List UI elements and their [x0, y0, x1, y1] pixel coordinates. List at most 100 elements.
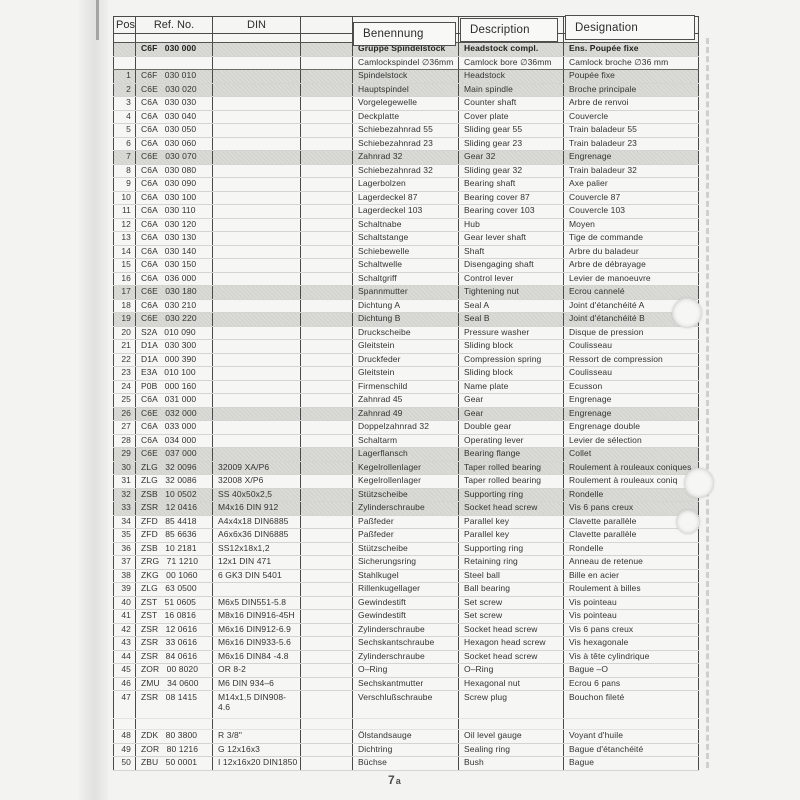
table-row: 33 ZSR 12 0416 M4x16 DIN 912 Zylinderschrau… [113, 501, 699, 516]
cell-ref: C6A 030 150 [135, 258, 213, 273]
cell-din: SS 40x50x2,5 [212, 488, 301, 502]
cell-din [212, 150, 301, 165]
cell-ref: D1A 000 390 [135, 353, 213, 367]
cell-ref: C6E 030 020 [135, 83, 213, 97]
cell-pos: 32 [113, 488, 136, 502]
cell-desig: Vis à tête cylindrique [563, 650, 699, 664]
cell-ben: Zylinderschraube [352, 501, 459, 516]
cell-desig: Disque de pression [563, 326, 699, 340]
cell-desig: Rondelle [563, 488, 699, 502]
cell-pos: 49 [113, 743, 136, 757]
table-row: 3 C6A 030 030 Vorgelegewelle Counter shaft A… [113, 96, 699, 111]
cell-ref: C6F 030 010 [135, 69, 213, 84]
cell-desc: Sliding block [458, 339, 564, 354]
cell-ref: ZSB 10 0502 [135, 488, 213, 502]
table-row: 46 ZMU 34 0600 M6 DIN 934–6 Sechskantmutter… [113, 677, 699, 691]
table-row: 14 C6A 030 140 Schiebewelle Shaft Arbre du b… [113, 245, 699, 259]
table-row: 34 ZFD 85 4418 A4x4x18 DIN6885 Paßfeder Para… [113, 515, 699, 529]
cell-blank [300, 420, 353, 435]
cell-blank [300, 609, 353, 624]
cell-din [212, 164, 301, 178]
cell-desc: Taper rolled bearing [458, 474, 564, 489]
cell-desc: O–Ring [458, 663, 564, 678]
cell-pos: 43 [113, 636, 136, 651]
table-row: 32 ZSB 10 0502 SS 40x50x2,5 Stützscheibe Sup… [113, 488, 699, 502]
cell-desig: Couvercle 87 [563, 191, 699, 205]
cell-desc: Set screw [458, 609, 564, 624]
cell-pos: 10 [113, 191, 136, 205]
cell-desig: Roulement à rouleaux coniq [563, 474, 699, 489]
cell-din [212, 582, 301, 597]
cell-blank [300, 56, 353, 70]
cell-ben: Lagerdeckel 87 [352, 191, 459, 205]
cell-din [212, 204, 301, 219]
cell-desig: Ecrou 6 pans [563, 677, 699, 691]
cell-pos: 37 [113, 555, 136, 570]
cell-desc: Pressure washer [458, 326, 564, 340]
cell-desc: Gear [458, 407, 564, 421]
cell-pos: 18 [113, 299, 136, 313]
cell-ben: Ölstandsauge [352, 729, 459, 744]
cell-ben: Firmenschild [352, 380, 459, 394]
cell-ref: C6E 030 070 [135, 150, 213, 165]
cell-desig: Broche principale [563, 83, 699, 97]
cell-ref: E3A 010 100 [135, 366, 213, 381]
cell-pos: 47 [113, 690, 136, 719]
cell-ref: ZSR 08 1415 [135, 690, 213, 719]
cell-pos: 40 [113, 596, 136, 610]
cell-ben: Schaltstange [352, 231, 459, 246]
cell-desc: Sliding gear 23 [458, 137, 564, 151]
cell-ref: ZFD 85 6636 [135, 528, 213, 543]
cell-blank [300, 272, 353, 286]
cell-desc: Main spindle [458, 83, 564, 97]
cell-blank [300, 461, 353, 475]
table-row: 2 C6E 030 020 Hauptspindel Main spindle Broc… [113, 83, 699, 97]
cell-din [212, 407, 301, 421]
cell-blank [300, 542, 353, 556]
cell-din: A6x6x36 DIN6885 [212, 528, 301, 543]
table-row: 6 C6A 030 060 Schiebezahnrad 23 Sliding gea… [113, 137, 699, 151]
cell-ref: ZDK 80 3800 [135, 729, 213, 744]
cell-blank [300, 474, 353, 489]
cell-ref: C6E 030 180 [135, 285, 213, 300]
cell-desc: Control lever [458, 272, 564, 286]
cell-din: M6x16 DIN84 -4.8 [212, 650, 301, 664]
cell-ref: C6E 037 000 [135, 447, 213, 462]
scan-left-edge-shadow [78, 0, 108, 800]
cell-din: OR 8-2 [212, 663, 301, 678]
cell-ben: Zylinderschraube [352, 623, 459, 637]
cell-desig: Clavette parallèle [563, 515, 699, 529]
cell-pos: 16 [113, 272, 136, 286]
cell-desig: Roulement à billes [563, 582, 699, 597]
cell-din [212, 393, 301, 408]
table-row: 15 C6A 030 150 Schaltwelle Disengaging shaf… [113, 258, 699, 273]
table-row: 28 C6A 034 000 Schaltarm Operating lever Lev… [113, 434, 699, 448]
cell-pos: 20 [113, 326, 136, 340]
cell-desig: Vis 6 pans creux [563, 623, 699, 637]
cell-pos: 2 [113, 83, 136, 97]
cell-blank [300, 110, 353, 124]
cell-ref: D1A 030 300 [135, 339, 213, 354]
cell-blank [300, 299, 353, 313]
cell-pos: 3 [113, 96, 136, 111]
cell-blank [300, 69, 353, 84]
table-row: 36 ZSB 10 2181 SS12x18x1,2 Stützscheibe Supp… [113, 542, 699, 556]
table-row: 10 C6A 030 100 Lagerdeckel 87 Bearing cover… [113, 191, 699, 205]
cell-pos: 23 [113, 366, 136, 381]
cell-desig: Joint d'étanchéité A [563, 299, 699, 313]
table-row: 42 ZSR 12 0616 M6x16 DIN912-6.9 Zylindersch… [113, 623, 699, 637]
cell-din [212, 299, 301, 313]
cell-desig: Engrenage [563, 393, 699, 408]
cell-ben: Druckfeder [352, 353, 459, 367]
cell-din [212, 718, 301, 730]
cell-ben: Stützscheibe [352, 542, 459, 556]
table-row: 24 P0B 000 160 Firmenschild Name plate Ecuss… [113, 380, 699, 394]
cell-pos: 6 [113, 137, 136, 151]
cell-pos: 8 [113, 164, 136, 178]
page-number-suffix: a [395, 776, 402, 786]
scan-binding-mark [96, 0, 99, 40]
cell-desig: Ecrou cannelé [563, 285, 699, 300]
cell-desig: Collet [563, 447, 699, 462]
cell-blank [300, 258, 353, 273]
cell-desc: Bearing shaft [458, 177, 564, 192]
